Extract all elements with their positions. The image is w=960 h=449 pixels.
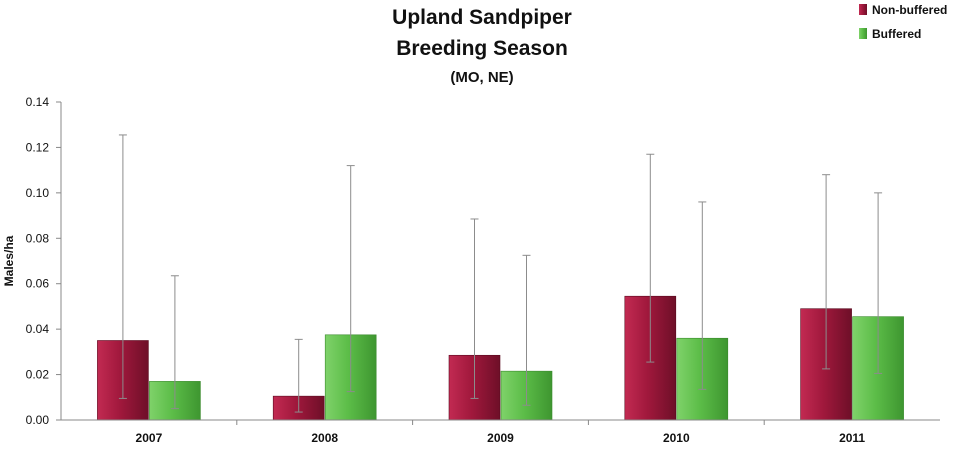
y-tick-label: 0.14 <box>26 95 50 109</box>
y-tick-label: 0.00 <box>26 413 50 427</box>
legend-swatch-non-buffered <box>859 4 867 15</box>
chart-title-line-2: Breeding Season <box>396 37 568 60</box>
y-tick-label: 0.02 <box>26 368 50 382</box>
y-axis-title: Males/ha <box>2 235 16 286</box>
legend-swatch-buffered <box>859 28 867 39</box>
legend: Non-buffered Buffered <box>859 3 947 41</box>
legend-label-non-buffered: Non-buffered <box>872 3 947 17</box>
chart-title: Upland Sandpiper Breeding Season (MO, NE… <box>392 6 572 86</box>
y-tick-label: 0.12 <box>26 140 50 154</box>
legend-label-buffered: Buffered <box>872 27 921 41</box>
x-axis: 2007 2008 2009 2010 2011 <box>61 419 940 445</box>
chart-title-line-3: (MO, NE) <box>450 69 513 86</box>
x-tick-label: 2007 <box>136 431 163 445</box>
x-tick-label: 2008 <box>311 431 338 445</box>
y-tick-label: 0.08 <box>26 231 50 245</box>
y-tick-label: 0.04 <box>26 322 50 336</box>
x-tick-label: 2009 <box>487 431 514 445</box>
y-tick-label: 0.10 <box>26 186 50 200</box>
x-tick-label: 2010 <box>663 431 690 445</box>
x-tick-label: 2011 <box>839 431 865 445</box>
y-axis: 0.00 0.02 0.04 0.06 0.08 0.10 0.12 0.14 <box>26 95 62 427</box>
y-tick-label: 0.06 <box>26 277 50 291</box>
error-bars <box>118 134 883 413</box>
chart-title-line-1: Upland Sandpiper <box>392 6 572 29</box>
bars <box>97 295 904 421</box>
